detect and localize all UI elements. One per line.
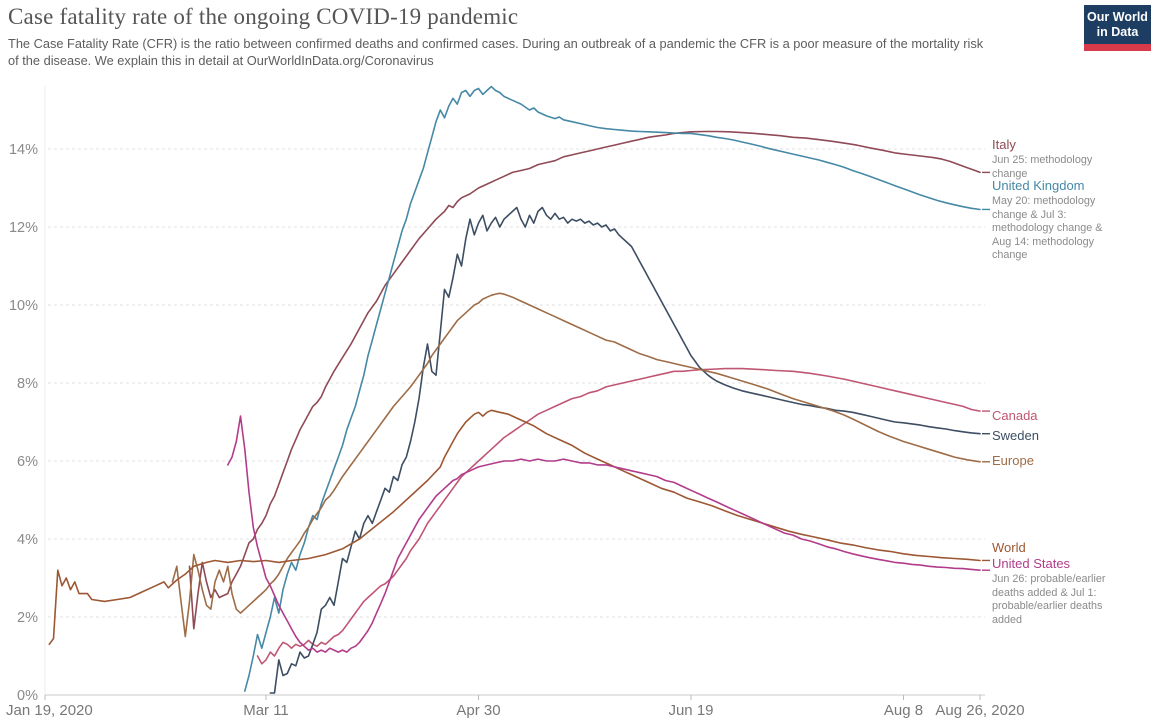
- series-name-world: World: [992, 540, 1026, 555]
- owid-logo[interactable]: Our World in Data: [1084, 5, 1151, 51]
- y-tick-label: 10%: [9, 298, 38, 314]
- y-tick-label: 4%: [17, 532, 38, 548]
- owid-logo-line1: Our World: [1087, 10, 1148, 24]
- line-united-kingdom: [244, 85, 981, 692]
- owid-logo-line2: in Data: [1096, 25, 1139, 39]
- x-tick-label: Jun 19: [668, 702, 713, 719]
- series-note-italy: Jun 25: methodology change: [992, 154, 1093, 180]
- line-canada: [256, 367, 981, 665]
- series-name-europe: Europe: [992, 453, 1034, 468]
- series-name-united-kingdom: United Kingdom: [992, 178, 1085, 193]
- series-note-united-kingdom: May 20: methodology change & Jul 3: meth…: [992, 195, 1103, 261]
- x-tick-label: Jan 19, 2020: [6, 702, 93, 719]
- series-label-united-kingdom[interactable]: United Kingdom May 20: methodology change…: [992, 179, 1114, 263]
- x-tick-label: Apr 30: [456, 702, 500, 719]
- series-name-canada: Canada: [992, 408, 1038, 423]
- x-tick-label: Aug 26, 2020: [935, 702, 1024, 719]
- x-tick-label: Mar 11: [243, 702, 289, 719]
- y-tick-label: 12%: [9, 220, 38, 236]
- series-name-sweden: Sweden: [992, 428, 1039, 443]
- series-label-world[interactable]: World: [992, 541, 1114, 555]
- y-tick-label: 0%: [17, 688, 38, 704]
- owid-logo-text: Our World in Data: [1084, 5, 1151, 44]
- y-tick-label: 2%: [17, 610, 38, 626]
- series-note-united-states: Jun 26: probable/earlier deaths added & …: [992, 573, 1106, 626]
- y-tick-label: 14%: [9, 142, 38, 158]
- series-name-united-states: United States: [992, 556, 1071, 571]
- owid-logo-red-bar: [1084, 44, 1151, 51]
- line-italy: [188, 130, 981, 630]
- y-tick-label: 6%: [17, 454, 38, 470]
- series-label-italy[interactable]: Italy Jun 25: methodology change: [992, 138, 1114, 181]
- line-europe: [171, 292, 981, 638]
- chart-subtitle: The Case Fatality Rate (CFR) is the rati…: [8, 36, 984, 68]
- x-tick-label: Aug 8: [884, 702, 923, 719]
- line-world: [48, 409, 981, 646]
- page-title: Case fatality rate of the ongoing COVID-…: [8, 4, 519, 29]
- y-tick-label: 8%: [17, 376, 38, 392]
- line-sweden: [269, 206, 981, 694]
- series-label-europe[interactable]: Europe: [992, 454, 1114, 468]
- series-label-sweden[interactable]: Sweden: [992, 429, 1114, 443]
- series-name-italy: Italy: [992, 137, 1016, 152]
- series-label-united-states[interactable]: United States Jun 26: probable/earlier de…: [992, 557, 1114, 627]
- line-united-states: [227, 415, 981, 653]
- series-label-canada[interactable]: Canada: [992, 409, 1114, 423]
